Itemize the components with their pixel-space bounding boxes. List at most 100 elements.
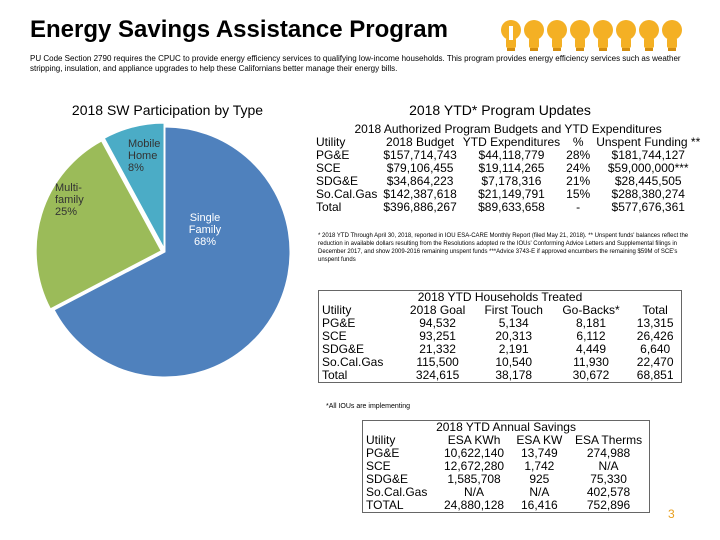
pie-slice xyxy=(53,126,291,378)
table-cell: 24,880,128 xyxy=(444,498,505,512)
table-title: 2018 YTD Households Treated xyxy=(417,290,583,304)
header-cell: ESA Therms xyxy=(574,433,643,447)
table-cell: 21,332 xyxy=(419,342,456,356)
table-cell: So.Cal.Gas xyxy=(366,485,428,499)
slice-category: Mobile Home xyxy=(128,138,161,162)
table-cell: 1,742 xyxy=(524,459,555,473)
table-cell: 752,896 xyxy=(586,498,631,512)
header-row: Utility 2018 Goal First Touch Go-Backs* Tota… xyxy=(319,304,681,317)
table-cell: $7,178,316 xyxy=(481,174,542,188)
table-cell: 8,181 xyxy=(575,316,607,330)
table-cell: 6,640 xyxy=(640,342,671,356)
table-cell: $79,106,455 xyxy=(386,161,454,175)
table-row: SCE 93,251 20,313 6,112 26,426 xyxy=(319,330,681,343)
slide-title: Energy Savings Assistance Program xyxy=(30,16,448,43)
header-cell: Go-Backs* xyxy=(562,303,620,317)
table-cell: $34,864,223 xyxy=(386,174,454,188)
table-cell: PG&E xyxy=(366,446,400,460)
table-row: PG&E 10,622,140 13,749 274,988 xyxy=(363,447,649,460)
slice-category: Single Family xyxy=(188,212,222,236)
budget-table: 2018 Authorized Program Budgets and YTD … xyxy=(313,123,703,214)
table-cell: 30,672 xyxy=(572,368,610,382)
table-row: So.Cal.Gas N/A N/A 402,578 xyxy=(363,486,649,499)
households-note: *All IOUs are implementing xyxy=(326,403,411,410)
table-cell: 4,449 xyxy=(575,342,607,356)
table-cell: So.Cal.Gas xyxy=(322,355,384,369)
table-cell: 13,749 xyxy=(520,446,558,460)
footnote: * 2018 YTD Through April 30, 2018, repor… xyxy=(318,233,689,263)
table-cell: SDG&E xyxy=(316,174,359,188)
header-cell: 2018 Budget xyxy=(386,135,455,149)
header-cell: First Touch xyxy=(484,303,543,317)
table-cell: 402,578 xyxy=(586,485,631,499)
table-cell: N/A xyxy=(598,459,619,473)
table-cell: $142,387,618 xyxy=(383,187,457,201)
header-cell: Total xyxy=(642,303,668,317)
table-title: 2018 Authorized Program Budgets and YTD … xyxy=(354,122,662,136)
title-row: 2018 YTD Households Treated xyxy=(319,291,681,304)
table-cell: 925 xyxy=(529,472,550,486)
table-cell: 2,191 xyxy=(498,342,529,356)
table-cell: 115,500 xyxy=(416,355,459,369)
table-cell: SDG&E xyxy=(366,472,409,486)
table-cell: $44,118,779 xyxy=(478,148,545,162)
table-cell: Total xyxy=(322,368,348,382)
table-cell: SCE xyxy=(322,329,347,343)
table-cell: SCE xyxy=(316,161,341,175)
table-cell: 12,672,280 xyxy=(444,459,505,473)
table-cell: PG&E xyxy=(316,148,350,162)
header-cell: ESA KW xyxy=(516,433,563,447)
slice-value: 8% xyxy=(128,162,144,174)
table-cell: TOTAL xyxy=(366,498,404,512)
table-cell: Total xyxy=(316,200,342,214)
title-row: 2018 Authorized Program Budgets and YTD … xyxy=(313,123,703,136)
table-row: SDG&E 21,332 2,191 4,449 6,640 xyxy=(319,343,681,356)
header-row: Utility ESA KWh ESA KW ESA Therms xyxy=(363,434,649,447)
table-cell: 68,851 xyxy=(636,368,674,382)
header-cell: YTD Expenditures xyxy=(462,135,561,149)
table-cell: SCE xyxy=(366,459,391,473)
table-cell: $157,714,743 xyxy=(383,148,457,162)
table-cell: 93,251 xyxy=(419,329,456,343)
table-cell: $89,633,658 xyxy=(478,200,545,214)
table-cell: $577,676,361 xyxy=(611,200,685,214)
table-row: SDG&E 1,585,708 925 75,330 xyxy=(363,473,649,486)
table-cell: $288,380,274 xyxy=(611,187,685,201)
slice-category: Multi-family xyxy=(55,182,84,206)
table-cell: 75,330 xyxy=(590,472,627,486)
header-cell: % xyxy=(572,135,584,149)
slice-value: 25% xyxy=(55,206,78,218)
header-row: Utility 2018 Budget YTD Expenditures% Unspe… xyxy=(313,136,703,149)
table-cell: 38,178 xyxy=(495,368,533,382)
table-cell: 21% xyxy=(566,174,591,188)
table-cell: 10,540 xyxy=(495,355,533,369)
table-cell: 22,470 xyxy=(636,355,674,369)
intro-text: PU Code Section 2790 requires the CPUC t… xyxy=(30,54,681,73)
table-row: TOTAL 24,880,128 16,416 752,896 xyxy=(363,499,649,512)
bulb-icons xyxy=(501,20,682,51)
table-cell: $181,744,127 xyxy=(611,148,685,162)
header-cell: Utility xyxy=(366,433,396,447)
savings-table-wrap: 2018 YTD Annual Savings Utility ESA KWh ESA… xyxy=(362,420,650,513)
header-cell: Utility xyxy=(322,303,352,317)
pie-slice xyxy=(35,140,162,310)
table-row: SCE 12,672,280 1,742 N/A xyxy=(363,460,649,473)
table-cell: 11,930 xyxy=(573,355,609,369)
section-title: 2018 YTD* Program Updates xyxy=(409,102,591,118)
table-cell: $59,000,000*** xyxy=(607,161,689,175)
chart-title: 2018 SW Participation by Type xyxy=(71,102,264,118)
table-row: So.Cal.Gas $142,387,618 $21,149,791 15% $288… xyxy=(313,188,703,201)
table-cell: 20,313 xyxy=(495,329,533,343)
table-cell: 94,532 xyxy=(419,316,456,330)
table-cell: 324,615 xyxy=(415,368,460,382)
households-table: 2018 YTD Households Treated Utility 2018 G… xyxy=(319,291,681,382)
table-cell: N/A xyxy=(464,485,485,499)
table-cell: 15% xyxy=(566,187,591,201)
table-cell: PG&E xyxy=(322,316,356,330)
table-row: SDG&E $34,864,223 $7,178,316 21% $28,445,505 xyxy=(313,175,703,188)
table-cell: 274,988 xyxy=(586,446,631,460)
table-row: PG&E $157,714,743 $44,118,779 28% $181,744,1… xyxy=(313,149,703,162)
